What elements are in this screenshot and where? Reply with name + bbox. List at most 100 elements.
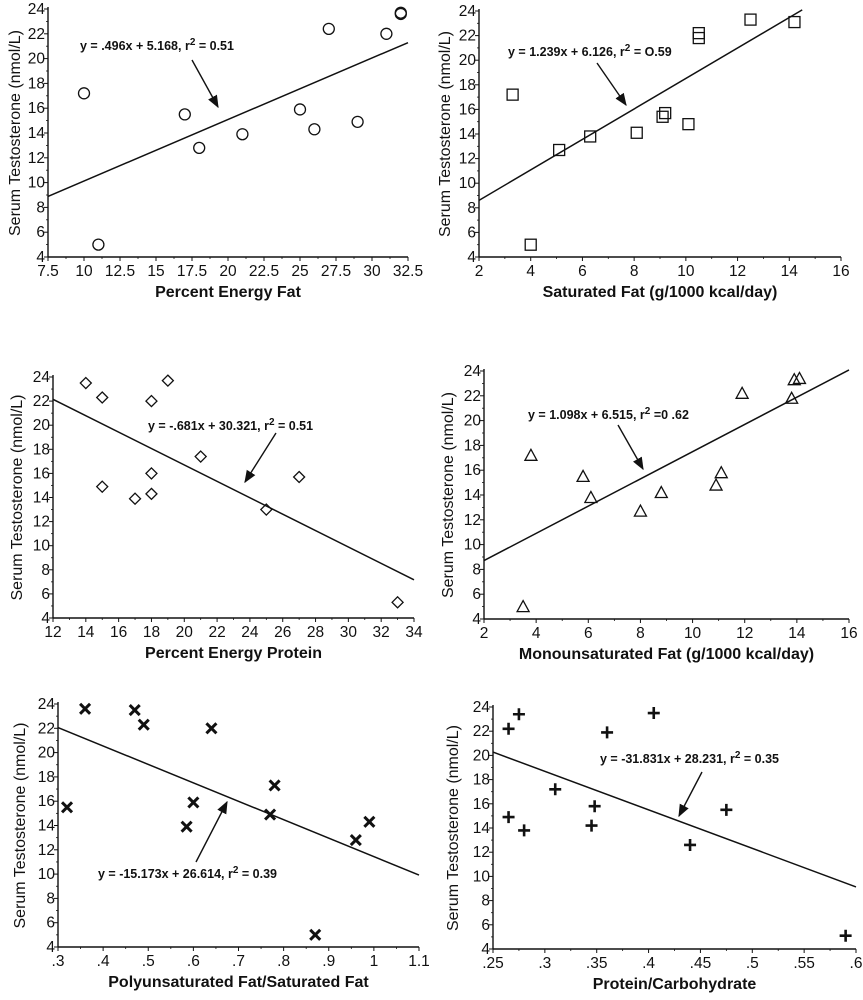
- data-point-square: [788, 15, 801, 29]
- y-tick-label: 10: [464, 537, 482, 554]
- regression-equation: y = -15.173x + 26.614, r2 = 0.39: [98, 865, 277, 881]
- y-tick-label: 16: [38, 793, 55, 810]
- y-tick-label: 18: [38, 769, 55, 786]
- y-axis-label: Serum Testosterone (nmol/L): [440, 392, 457, 598]
- x-tick-label: 1: [370, 953, 379, 970]
- equation-superscript: 2: [190, 37, 196, 48]
- x-tick-label: 30: [340, 624, 358, 641]
- data-point-triangle: [784, 390, 799, 404]
- equation-tail: = O.59: [630, 45, 671, 59]
- x-tick-label: .5: [142, 953, 155, 970]
- data-point-x: [180, 820, 193, 833]
- y-tick-label: 22: [28, 26, 45, 43]
- y-axis-label: Serum Testosterone (nmol/L): [445, 725, 462, 931]
- data-point-triangle: [792, 371, 807, 385]
- y-tick-label: 4: [481, 941, 490, 958]
- x-tick-label: 1.1: [408, 953, 430, 970]
- y-tick-label: 16: [33, 465, 50, 482]
- equation-tail: = 0.39: [238, 867, 277, 881]
- data-point-diamond: [95, 480, 109, 494]
- regression-line: [483, 369, 850, 562]
- data-point-triangle: [523, 447, 539, 461]
- equation-tail: = 0.51: [195, 39, 234, 53]
- data-point-x: [363, 815, 376, 828]
- y-tick-label: 4: [36, 249, 45, 266]
- x-axis-label: Saturated Fat (g/1000 kcal/day): [543, 284, 778, 301]
- equation-main: y = -.681x + 30.321, r: [148, 419, 269, 433]
- y-tick-label: 12: [38, 842, 55, 859]
- y-tick-label: 24: [33, 369, 51, 386]
- x-tick-label: 25: [291, 263, 308, 280]
- annotation-arrow: [617, 424, 644, 471]
- y-tick-label: 8: [467, 200, 476, 217]
- x-tick-label: .25: [482, 955, 504, 972]
- data-point-diamond: [145, 466, 158, 480]
- y-tick-label: 24: [464, 363, 482, 380]
- y-tick-label: 12: [459, 151, 476, 168]
- y-tick-label: 4: [472, 611, 481, 628]
- y-tick-label: 22: [38, 720, 55, 737]
- scatter-panel-3: 4 6 8 10 12 14 16 18 20 22 24 12 14 16 18 20 22 24 26 28 30 3…: [9, 369, 423, 662]
- y-tick-label: 8: [46, 890, 55, 907]
- x-tick-label: 6: [584, 625, 593, 642]
- data-point-circle: [193, 141, 206, 155]
- x-tick-label: 22.5: [249, 263, 279, 280]
- data-point-x: [128, 704, 141, 717]
- y-tick-label: 22: [459, 28, 476, 45]
- equation-tail: = 0.51: [275, 419, 314, 433]
- equation-main: y = -31.831x + 28.231, r: [600, 752, 735, 766]
- x-tick-label: 20: [176, 624, 194, 641]
- data-point-diamond: [95, 391, 109, 404]
- x-tick-label: 16: [832, 263, 849, 280]
- x-tick-label: 10: [677, 263, 695, 280]
- x-tick-label: 14: [781, 263, 799, 280]
- x-tick-label: 24: [241, 624, 259, 641]
- y-tick-label: 10: [33, 538, 51, 555]
- equation-tail: =0 .62: [650, 408, 689, 422]
- equation-superscript: 2: [645, 406, 651, 417]
- y-tick-label: 6: [46, 915, 55, 932]
- x-tick-label: 32.5: [393, 263, 423, 280]
- data-point-plus: [502, 811, 515, 824]
- data-point-diamond: [145, 487, 158, 501]
- x-tick-label: 22: [208, 624, 225, 641]
- x-tick-label: .3: [52, 953, 65, 970]
- data-point-triangle: [583, 490, 598, 504]
- scatter-panel-6: 4 6 8 10 12 14 16 18 20 22 24 .25 .3 .35 .4 .45 .5 .55 .6 P…: [445, 699, 862, 993]
- data-point-plus: [601, 726, 614, 739]
- x-tick-label: 7.5: [37, 263, 59, 280]
- y-tick-label: 20: [38, 745, 56, 762]
- y-tick-label: 6: [36, 224, 45, 241]
- x-axis-label: Monounsaturated Fat (g/1000 kcal/day): [519, 646, 814, 663]
- data-point-plus: [549, 783, 562, 796]
- y-tick-label: 24: [459, 3, 477, 20]
- y-tick-label: 24: [473, 699, 491, 716]
- x-tick-label: 34: [405, 624, 423, 641]
- data-point-plus: [518, 824, 531, 837]
- data-point-diamond: [391, 595, 405, 609]
- x-tick-label: 2: [480, 625, 489, 642]
- data-point-x: [205, 722, 218, 735]
- data-point-square: [506, 88, 519, 101]
- y-tick-label: 24: [38, 696, 56, 713]
- x-tick-label: .4: [97, 953, 110, 970]
- data-point-x: [79, 702, 92, 715]
- y-tick-label: 14: [28, 125, 46, 142]
- y-tick-label: 12: [33, 514, 50, 531]
- data-point-triangle: [708, 477, 724, 491]
- scatter-panel-5: 4 6 8 10 12 14 16 18 20 22 24 .3 .4 .5 .6 .7 .8 .9 1 1.1 Pol…: [12, 696, 430, 991]
- y-tick-label: 18: [28, 75, 45, 92]
- equation-superscript: 2: [269, 417, 275, 428]
- annotation-arrow: [191, 59, 219, 109]
- x-tick-label: .8: [277, 953, 290, 970]
- y-tick-label: 20: [459, 52, 477, 69]
- data-point-circle: [178, 108, 191, 121]
- data-point-square: [656, 110, 669, 123]
- equation-tail: = 0.35: [740, 752, 779, 766]
- data-point-circle: [92, 238, 105, 251]
- data-point-circle: [236, 128, 249, 141]
- y-tick-label: 14: [473, 820, 491, 837]
- data-point-triangle: [714, 465, 729, 479]
- y-tick-label: 16: [459, 101, 476, 118]
